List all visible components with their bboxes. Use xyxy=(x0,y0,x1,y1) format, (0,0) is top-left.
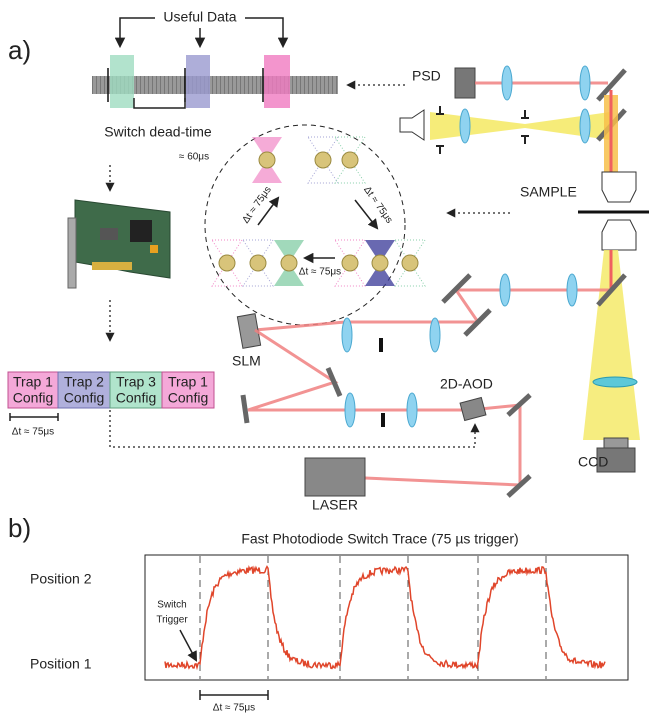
trace-frame xyxy=(145,555,628,680)
trigger-label: Switch xyxy=(157,600,186,611)
lens xyxy=(500,274,510,306)
mirror xyxy=(243,395,247,423)
panel-label: a) xyxy=(8,35,31,65)
interval-label: Δt ≈ 75μs xyxy=(361,185,394,226)
interval-bracket xyxy=(10,413,58,421)
config-label: Trap 2 xyxy=(64,374,104,390)
lens xyxy=(345,393,355,427)
lens xyxy=(593,377,637,387)
objective xyxy=(602,220,636,250)
position-high: Position 2 xyxy=(30,571,92,587)
lamp xyxy=(400,110,424,140)
config-label: Config xyxy=(64,390,104,406)
lens xyxy=(502,66,512,100)
lens xyxy=(460,109,470,143)
lens xyxy=(430,318,440,352)
useful-window xyxy=(186,55,210,108)
panel-a: a) Useful Data Switch dead-time ≈ 60μs P… xyxy=(8,9,649,513)
config-label: Config xyxy=(168,390,208,406)
figure: a) Useful Data Switch dead-time ≈ 60μs P… xyxy=(0,0,649,715)
config-label: Config xyxy=(116,390,156,406)
aperture xyxy=(379,338,383,352)
trace-title: Fast Photodiode Switch Trace (75 µs trig… xyxy=(241,531,518,547)
position-low: Position 1 xyxy=(30,656,92,672)
lens xyxy=(580,66,590,100)
useful-data-label: Useful Data xyxy=(163,9,236,25)
trigger-label: Trigger xyxy=(156,615,188,626)
config-label: Trap 3 xyxy=(116,374,156,390)
panel-b: b) Fast Photodiode Switch Trace (75 µs t… xyxy=(8,513,628,714)
useful-window xyxy=(110,55,134,108)
laser-label: LASER xyxy=(312,497,358,513)
lens xyxy=(567,274,577,306)
dead-time-label: Switch dead-time xyxy=(104,124,212,140)
lens xyxy=(407,393,417,427)
lens xyxy=(342,318,352,352)
interval-label: Δt ≈ 75μs xyxy=(299,267,341,278)
interval-label: Δt ≈ 75μs xyxy=(240,185,273,226)
panel-label: b) xyxy=(8,513,31,543)
aod xyxy=(460,397,486,420)
trace-interval: Δt ≈ 75μs xyxy=(213,703,255,714)
slm-label: SLM xyxy=(232,353,261,369)
config-label: Trap 1 xyxy=(168,374,208,390)
interval-bracket xyxy=(200,690,268,700)
aperture xyxy=(381,413,385,427)
dead-time-value: ≈ 60μs xyxy=(179,152,209,163)
config-label: Config xyxy=(13,390,53,406)
dead-time-bracket xyxy=(134,98,185,108)
lens xyxy=(580,109,590,143)
psd-label: PSD xyxy=(412,68,441,84)
objective xyxy=(602,172,636,202)
arrow xyxy=(245,18,283,46)
arrow xyxy=(110,410,475,447)
aod-label: 2D-AOD xyxy=(440,376,493,392)
mirror xyxy=(328,368,340,396)
ccd-label: CCD xyxy=(578,454,608,470)
useful-window xyxy=(264,55,290,108)
arrow xyxy=(120,18,155,46)
laser xyxy=(305,458,365,496)
config-label: Trap 1 xyxy=(13,374,53,390)
psd xyxy=(455,68,475,98)
config-interval: Δt ≈ 75μs xyxy=(12,427,54,438)
ccd xyxy=(604,438,628,448)
control-card xyxy=(68,200,170,288)
sample-label: SAMPLE xyxy=(520,184,577,200)
